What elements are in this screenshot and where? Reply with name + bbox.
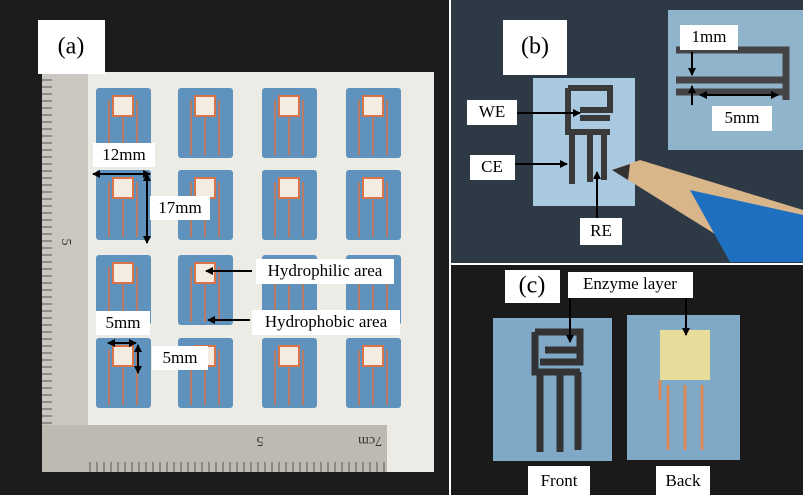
sensor-front: [493, 318, 612, 461]
sensor: [533, 78, 635, 206]
dimension-label: 17mm: [158, 198, 201, 217]
dimension-label: 5mm: [106, 313, 141, 332]
hydrophilic-zone: [113, 96, 133, 116]
annotation: Hydrophobic area: [265, 312, 388, 331]
hydrophilic-zone: [279, 178, 299, 198]
annotation: CE: [481, 157, 503, 176]
hydrophilic-zone: [113, 346, 133, 366]
dimension-label: 12mm: [102, 145, 145, 164]
annotation: WE: [479, 102, 505, 121]
panel-label: (a): [58, 34, 85, 60]
annotation: Hydrophilic area: [268, 261, 383, 280]
caption: Front: [541, 471, 578, 490]
hydrophilic-zone: [363, 178, 383, 198]
ruler-label: 5: [58, 239, 73, 246]
ruler-label: 5: [257, 433, 264, 448]
hydrophilic-zone: [363, 96, 383, 116]
hydrophilic-zone: [363, 346, 383, 366]
annotation: Enzyme layer: [583, 274, 677, 293]
ruler-left: [42, 72, 88, 472]
panel-b: (b) WE CE RE 1mm 5mm: [451, 0, 803, 263]
panel-c: (c) Enzyme layer Front Back: [451, 265, 803, 495]
dimension-label: 5mm: [163, 348, 198, 367]
panel-label: (c): [519, 273, 546, 299]
hydrophilic-zone: [279, 346, 299, 366]
hydrophilic-zone: [195, 96, 215, 116]
figure: 5 5 7cm (a) 12mm 17mm Hydrophilic area H…: [0, 0, 803, 495]
panel-label: (b): [521, 34, 549, 60]
panel-a: 5 5 7cm (a) 12mm 17mm Hydrophilic area H…: [0, 0, 449, 495]
hydrophilic-zone: [279, 96, 299, 116]
ruler-label: 7cm: [358, 433, 382, 448]
enzyme-zone: [660, 330, 710, 380]
hydrophilic-zone: [113, 178, 133, 198]
caption: Back: [666, 471, 701, 490]
hydrophilic-zone: [113, 263, 133, 283]
hydrophilic-zone: [195, 263, 215, 283]
hydrophilic-zone: [195, 178, 215, 198]
dimension-label: 1mm: [692, 27, 727, 46]
dimension-label: 5mm: [725, 108, 760, 127]
annotation: RE: [590, 221, 612, 240]
